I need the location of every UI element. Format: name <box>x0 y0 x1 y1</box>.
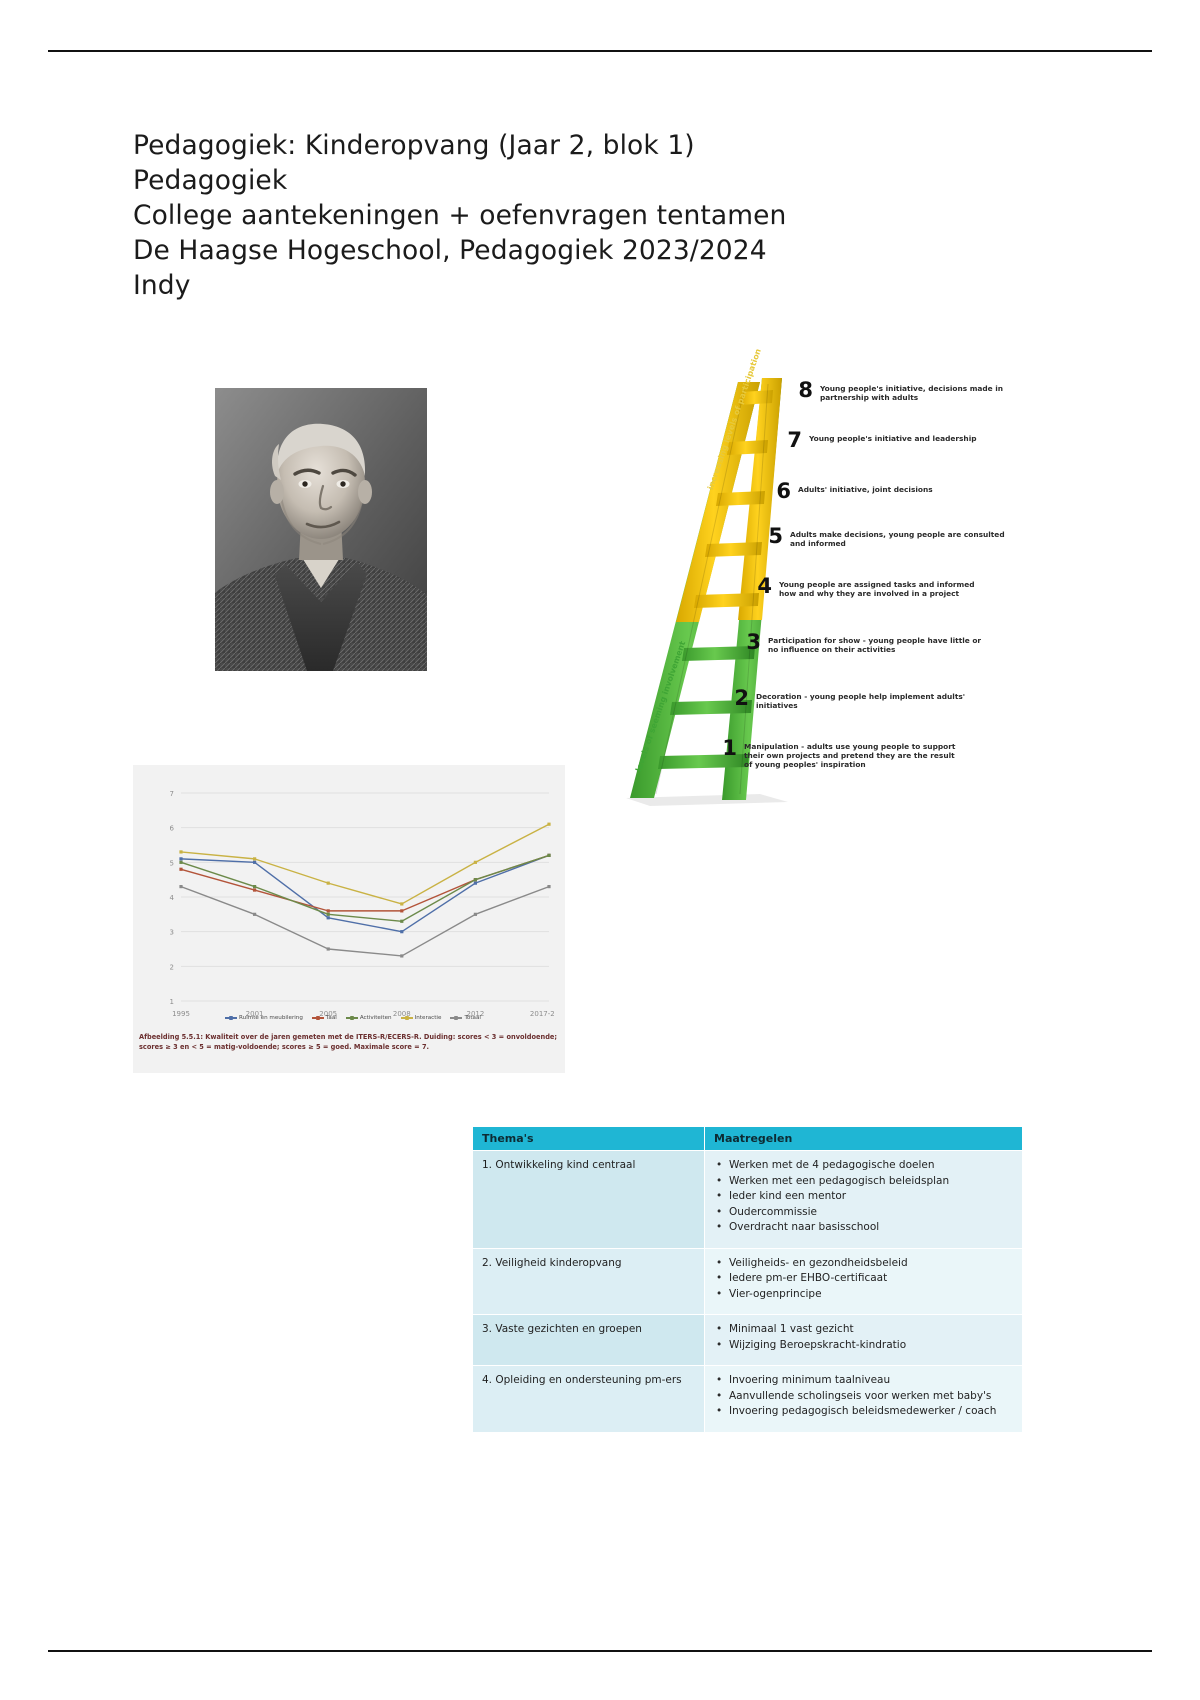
ladder-rung-5: 5 Adults make decisions, young people ar… <box>768 524 1005 549</box>
legend-item-2: Activiteiten <box>345 1015 392 1021</box>
svg-text:2001: 2001 <box>246 1010 264 1018</box>
ladder-axis-label-participation: increasing levels of participation <box>706 347 763 491</box>
table-cell-measures: Minimaal 1 vast gezichtWijziging Beroeps… <box>704 1314 1023 1366</box>
rung-text-1: Manipulation - adults use young people t… <box>744 742 956 770</box>
measure-list-item: Ieder kind een mentor <box>714 1189 1013 1205</box>
ladder-rung-labels: 8 Young people's initiative, decisions m… <box>610 348 1035 810</box>
chart-plot-area: 1 2 3 4 5 6 7 1995 2001 2005 2008 2012 2017-2019 <box>155 783 555 1023</box>
legend-label-2: Activiteiten <box>359 1015 392 1021</box>
measure-list-item: Veiligheids- en gezondheidsbeleid <box>714 1256 1013 1272</box>
measure-list-item: Minimaal 1 vast gezicht <box>714 1322 1013 1338</box>
legend-swatch-2 <box>345 1015 358 1020</box>
rung-number-2: 2 <box>734 686 749 710</box>
measures-table: Thema's Maatregelen 1. Ontwikkeling kind… <box>472 1126 1023 1433</box>
measure-list-item: Aanvullende scholingseis voor werken met… <box>714 1389 1013 1405</box>
measure-list-item: Werken met een pedagogisch beleidsplan <box>714 1174 1013 1190</box>
legend-swatch-3 <box>400 1015 413 1020</box>
page-title: Pedagogiek: Kinderopvang (Jaar 2, blok 1… <box>133 128 1033 303</box>
svg-text:4: 4 <box>170 894 175 902</box>
table-cell-measures: Veiligheids- en gezondheidsbeleidIedere … <box>704 1247 1023 1315</box>
legend-swatch-1 <box>311 1015 324 1020</box>
legend-label-0: Ruimte en meubilering <box>239 1015 303 1021</box>
table-cell-theme: 2. Veiligheid kinderopvang <box>472 1247 705 1315</box>
table-cell-theme: 4. Opleiding en ondersteuning pm-ers <box>472 1365 705 1433</box>
svg-text:3: 3 <box>170 929 174 937</box>
legend-label-1: Taal <box>325 1015 337 1021</box>
measure-list-item: Vier-ogenprincipe <box>714 1287 1013 1303</box>
rung-number-7: 7 <box>787 428 802 452</box>
chart-legend: Ruimte en meubilering Taal Activiteiten Int… <box>173 1015 533 1021</box>
title-line-5: Indy <box>133 270 191 301</box>
rung-number-3: 3 <box>746 630 761 654</box>
rung-number-1: 1 <box>722 736 737 760</box>
measure-list-item: Overdracht naar basisschool <box>714 1220 1013 1236</box>
measure-list-item: Oudercommissie <box>714 1205 1013 1221</box>
svg-text:5: 5 <box>170 859 174 867</box>
svg-text:2005: 2005 <box>319 1010 337 1018</box>
ladder-axis-label-seeming: levels of seeming involvement <box>634 639 688 773</box>
legend-swatch-4 <box>450 1015 463 1020</box>
rung-text-8: Young people's initiative, decisions mad… <box>820 384 1004 403</box>
legend-item-0: Ruimte en meubilering <box>225 1015 303 1021</box>
svg-text:2008: 2008 <box>393 1010 411 1018</box>
legend-label-3: Interactie <box>414 1015 442 1021</box>
svg-text:2: 2 <box>170 963 174 971</box>
rung-text-5: Adults make decisions, young people are … <box>790 530 1005 549</box>
rung-text-6: Adults' initiative, joint decisions <box>798 485 933 494</box>
ladder-rung-7: 7 Young people's initiative and leadersh… <box>787 428 977 452</box>
svg-text:6: 6 <box>170 825 175 833</box>
ladder-rung-6: 6 Adults' initiative, joint decisions <box>776 479 933 503</box>
rung-number-8: 8 <box>798 378 813 402</box>
measure-list-item: Invoering minimum taalniveau <box>714 1373 1013 1389</box>
title-line-4: De Haagse Hogeschool, Pedagogiek 2023/20… <box>133 235 767 266</box>
rung-text-7: Young people's initiative and leadership <box>809 434 977 443</box>
legend-item-4: Totaal <box>450 1015 481 1021</box>
ladder-rung-8: 8 Young people's initiative, decisions m… <box>798 378 1035 403</box>
chart-caption: Afbeelding 5.5.1: Kwaliteit over de jare… <box>139 1033 558 1051</box>
table-cell-theme: 3. Vaste gezichten en groepen <box>472 1314 705 1366</box>
svg-text:7: 7 <box>170 790 174 798</box>
table-header-themes: Thema's <box>472 1126 705 1151</box>
svg-text:1995: 1995 <box>172 1010 190 1018</box>
table-row: 3. Vaste gezichten en groepenMinimaal 1 … <box>472 1314 1023 1366</box>
quality-line-chart: 1 2 3 4 5 6 7 1995 2001 2005 2008 2012 2017-2019 Rui… <box>133 765 565 1073</box>
ladder-rung-1: 1 Manipulation - adults use young people… <box>722 736 959 770</box>
ladder-rung-4: 4 Young people are assigned tasks and in… <box>757 574 994 599</box>
portrait-photo <box>215 388 427 671</box>
title-line-1: Pedagogiek: Kinderopvang (Jaar 2, blok 1… <box>133 130 695 161</box>
rung-text-2: Decoration - young people help implement… <box>756 692 966 711</box>
ladder-rung-3: 3 Participation for show - young people … <box>746 630 983 655</box>
measure-list-item: Werken met de 4 pedagogische doelen <box>714 1158 1013 1174</box>
rung-number-5: 5 <box>768 524 783 548</box>
rung-number-4: 4 <box>757 574 772 598</box>
page-bottom-rule <box>48 1650 1152 1652</box>
legend-swatch-0 <box>225 1015 238 1020</box>
measure-list-item: Wijziging Beroepskracht-kindratio <box>714 1338 1013 1354</box>
rung-text-3: Participation for show - young people ha… <box>768 636 982 655</box>
legend-label-4: Totaal <box>464 1015 481 1021</box>
table-header-row: Thema's Maatregelen <box>472 1126 1023 1151</box>
ladder-of-participation-figure: 8 Young people's initiative, decisions m… <box>610 348 1035 810</box>
title-line-2: Pedagogiek <box>133 165 288 196</box>
table-cell-measures: Werken met de 4 pedagogische doelenWerke… <box>704 1150 1023 1249</box>
legend-item-3: Interactie <box>400 1015 442 1021</box>
svg-text:1: 1 <box>170 998 174 1006</box>
title-line-3: College aantekeningen + oefenvragen tent… <box>133 200 787 231</box>
table-cell-theme: 1. Ontwikkeling kind centraal <box>472 1150 705 1249</box>
legend-item-1: Taal <box>311 1015 337 1021</box>
table-row: 4. Opleiding en ondersteuning pm-ersInvo… <box>472 1365 1023 1433</box>
table-header-measures: Maatregelen <box>704 1126 1023 1151</box>
table-row: 2. Veiligheid kinderopvangVeiligheids- e… <box>472 1247 1023 1315</box>
measure-list-item: Iedere pm-er EHBO-certificaat <box>714 1271 1013 1287</box>
svg-text:2012: 2012 <box>466 1010 484 1018</box>
measure-list-item: Invoering pedagogisch beleidsmedewerker … <box>714 1404 1013 1420</box>
rung-text-4: Young people are assigned tasks and info… <box>779 580 975 599</box>
table-cell-measures: Invoering minimum taalniveauAanvullende … <box>704 1365 1023 1433</box>
rung-number-6: 6 <box>776 479 791 503</box>
ladder-rung-2: 2 Decoration - young people help impleme… <box>734 686 971 711</box>
svg-text:2017-2019: 2017-2019 <box>530 1010 555 1018</box>
table-row: 1. Ontwikkeling kind centraalWerken met … <box>472 1150 1023 1249</box>
page-top-rule <box>48 50 1152 52</box>
